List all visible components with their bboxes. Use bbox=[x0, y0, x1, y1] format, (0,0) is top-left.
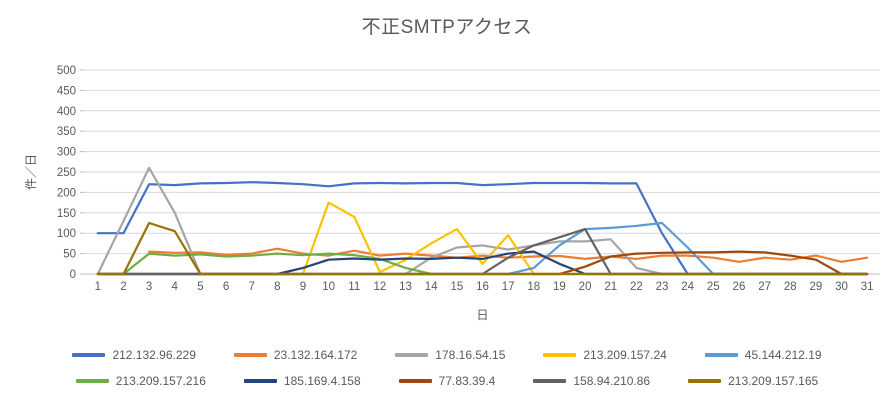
legend-item[interactable]: 45.144.212.19 bbox=[704, 348, 822, 362]
x-tick-label: 26 bbox=[733, 281, 746, 293]
x-tick-label: 11 bbox=[348, 281, 360, 293]
x-tick-label: 30 bbox=[835, 281, 848, 293]
x-tick-label: 6 bbox=[223, 281, 229, 293]
y-tick-label: 350 bbox=[57, 126, 76, 138]
legend-label: 212.132.96.229 bbox=[112, 348, 196, 362]
x-tick-label: 5 bbox=[197, 281, 203, 293]
series-line-213.209.157.24 bbox=[96, 201, 869, 276]
y-tick-label: 450 bbox=[57, 85, 76, 97]
legend-item[interactable]: 213.209.157.216 bbox=[75, 374, 206, 388]
legend-label: 178.16.54.15 bbox=[435, 348, 506, 362]
x-tick-label: 8 bbox=[274, 281, 280, 293]
y-tick-label: 300 bbox=[57, 147, 76, 159]
x-tick-label: 12 bbox=[374, 281, 387, 293]
legend-swatch-icon bbox=[72, 353, 106, 357]
legend-label: 158.94.210.86 bbox=[573, 374, 651, 388]
legend-item[interactable]: 212.132.96.229 bbox=[72, 348, 196, 362]
legend-item[interactable]: 77.83.39.4 bbox=[398, 374, 496, 388]
x-tick-label: 19 bbox=[553, 281, 566, 293]
legend-label: 185.169.4.158 bbox=[283, 374, 361, 388]
x-tick-label: 10 bbox=[322, 281, 335, 293]
x-tick-label: 2 bbox=[120, 281, 126, 293]
x-tick-label: 27 bbox=[758, 281, 771, 293]
y-axis-title: 件／日 bbox=[24, 154, 38, 191]
x-tick-label: 22 bbox=[630, 281, 643, 293]
x-tick-label: 21 bbox=[604, 281, 617, 293]
legend-swatch-icon bbox=[704, 353, 738, 357]
y-tick-label: 150 bbox=[57, 208, 76, 220]
y-tick-label: 100 bbox=[57, 228, 76, 240]
x-tick-label: 18 bbox=[527, 281, 540, 293]
x-tick-label: 20 bbox=[579, 281, 592, 293]
legend-item[interactable]: 213.209.157.165 bbox=[688, 374, 818, 388]
x-tick-label: 4 bbox=[172, 281, 179, 293]
legend-item[interactable]: 213.209.157.24 bbox=[543, 348, 667, 362]
chart-legend: 212.132.96.229 23.132.164.172 178.16.54.15… bbox=[0, 348, 894, 388]
x-tick-label: 14 bbox=[425, 281, 438, 293]
x-tick-label: 16 bbox=[476, 281, 489, 293]
legend-item[interactable]: 178.16.54.15 bbox=[395, 348, 505, 362]
legend-label: 213.209.157.216 bbox=[115, 374, 206, 388]
x-tick-label: 25 bbox=[707, 281, 720, 293]
legend-swatch-icon bbox=[243, 379, 277, 383]
legend-item[interactable]: 185.169.4.158 bbox=[243, 374, 361, 388]
x-tick-label: 17 bbox=[502, 281, 515, 293]
x-tick-label: 28 bbox=[784, 281, 797, 293]
x-axis-title: 日 bbox=[476, 308, 489, 322]
legend-label: 45.144.212.19 bbox=[744, 348, 822, 362]
legend-label: 213.209.157.24 bbox=[583, 348, 667, 362]
legend-label: 213.209.157.165 bbox=[728, 374, 819, 388]
legend-swatch-icon bbox=[398, 379, 432, 383]
y-tick-label: 50 bbox=[63, 249, 76, 261]
legend-row-1: 212.132.96.229 23.132.164.172 178.16.54.15… bbox=[0, 348, 894, 362]
x-tick-label: 31 bbox=[861, 281, 874, 293]
y-tick-label: 0 bbox=[70, 269, 76, 281]
legend-row-2: 213.209.157.216 185.169.4.158 77.83.39.4 15… bbox=[0, 374, 894, 388]
series-line-45.144.212.19 bbox=[96, 221, 869, 276]
x-tick-label: 3 bbox=[146, 281, 152, 293]
x-tick-label: 24 bbox=[681, 281, 694, 293]
x-tick-label: 13 bbox=[399, 281, 412, 293]
x-tick-label: 7 bbox=[248, 281, 254, 293]
x-tick-label: 15 bbox=[450, 281, 463, 293]
legend-swatch-icon bbox=[75, 379, 109, 383]
chart-title: 不正SMTPアクセス bbox=[361, 17, 533, 38]
legend-swatch-icon bbox=[543, 353, 577, 357]
y-tick-label: 500 bbox=[57, 65, 76, 77]
legend-label: 77.83.39.4 bbox=[438, 374, 496, 388]
legend-item[interactable]: 23.132.164.172 bbox=[233, 348, 358, 362]
legend-item[interactable]: 158.94.210.86 bbox=[533, 374, 650, 388]
y-tick-label: 400 bbox=[57, 106, 76, 118]
legend-swatch-icon bbox=[233, 353, 267, 357]
y-tick-label: 250 bbox=[57, 167, 76, 179]
x-tick-label: 29 bbox=[809, 281, 822, 293]
legend-swatch-icon bbox=[533, 379, 567, 383]
y-tick-label: 200 bbox=[57, 187, 76, 199]
legend-swatch-icon bbox=[395, 353, 429, 357]
series-line-213.209.157.165 bbox=[96, 221, 869, 276]
legend-label: 23.132.164.172 bbox=[273, 348, 358, 362]
x-tick-label: 23 bbox=[656, 281, 669, 293]
x-tick-label: 9 bbox=[300, 281, 306, 293]
legend-swatch-icon bbox=[688, 379, 722, 383]
x-tick-label: 1 bbox=[95, 281, 101, 293]
